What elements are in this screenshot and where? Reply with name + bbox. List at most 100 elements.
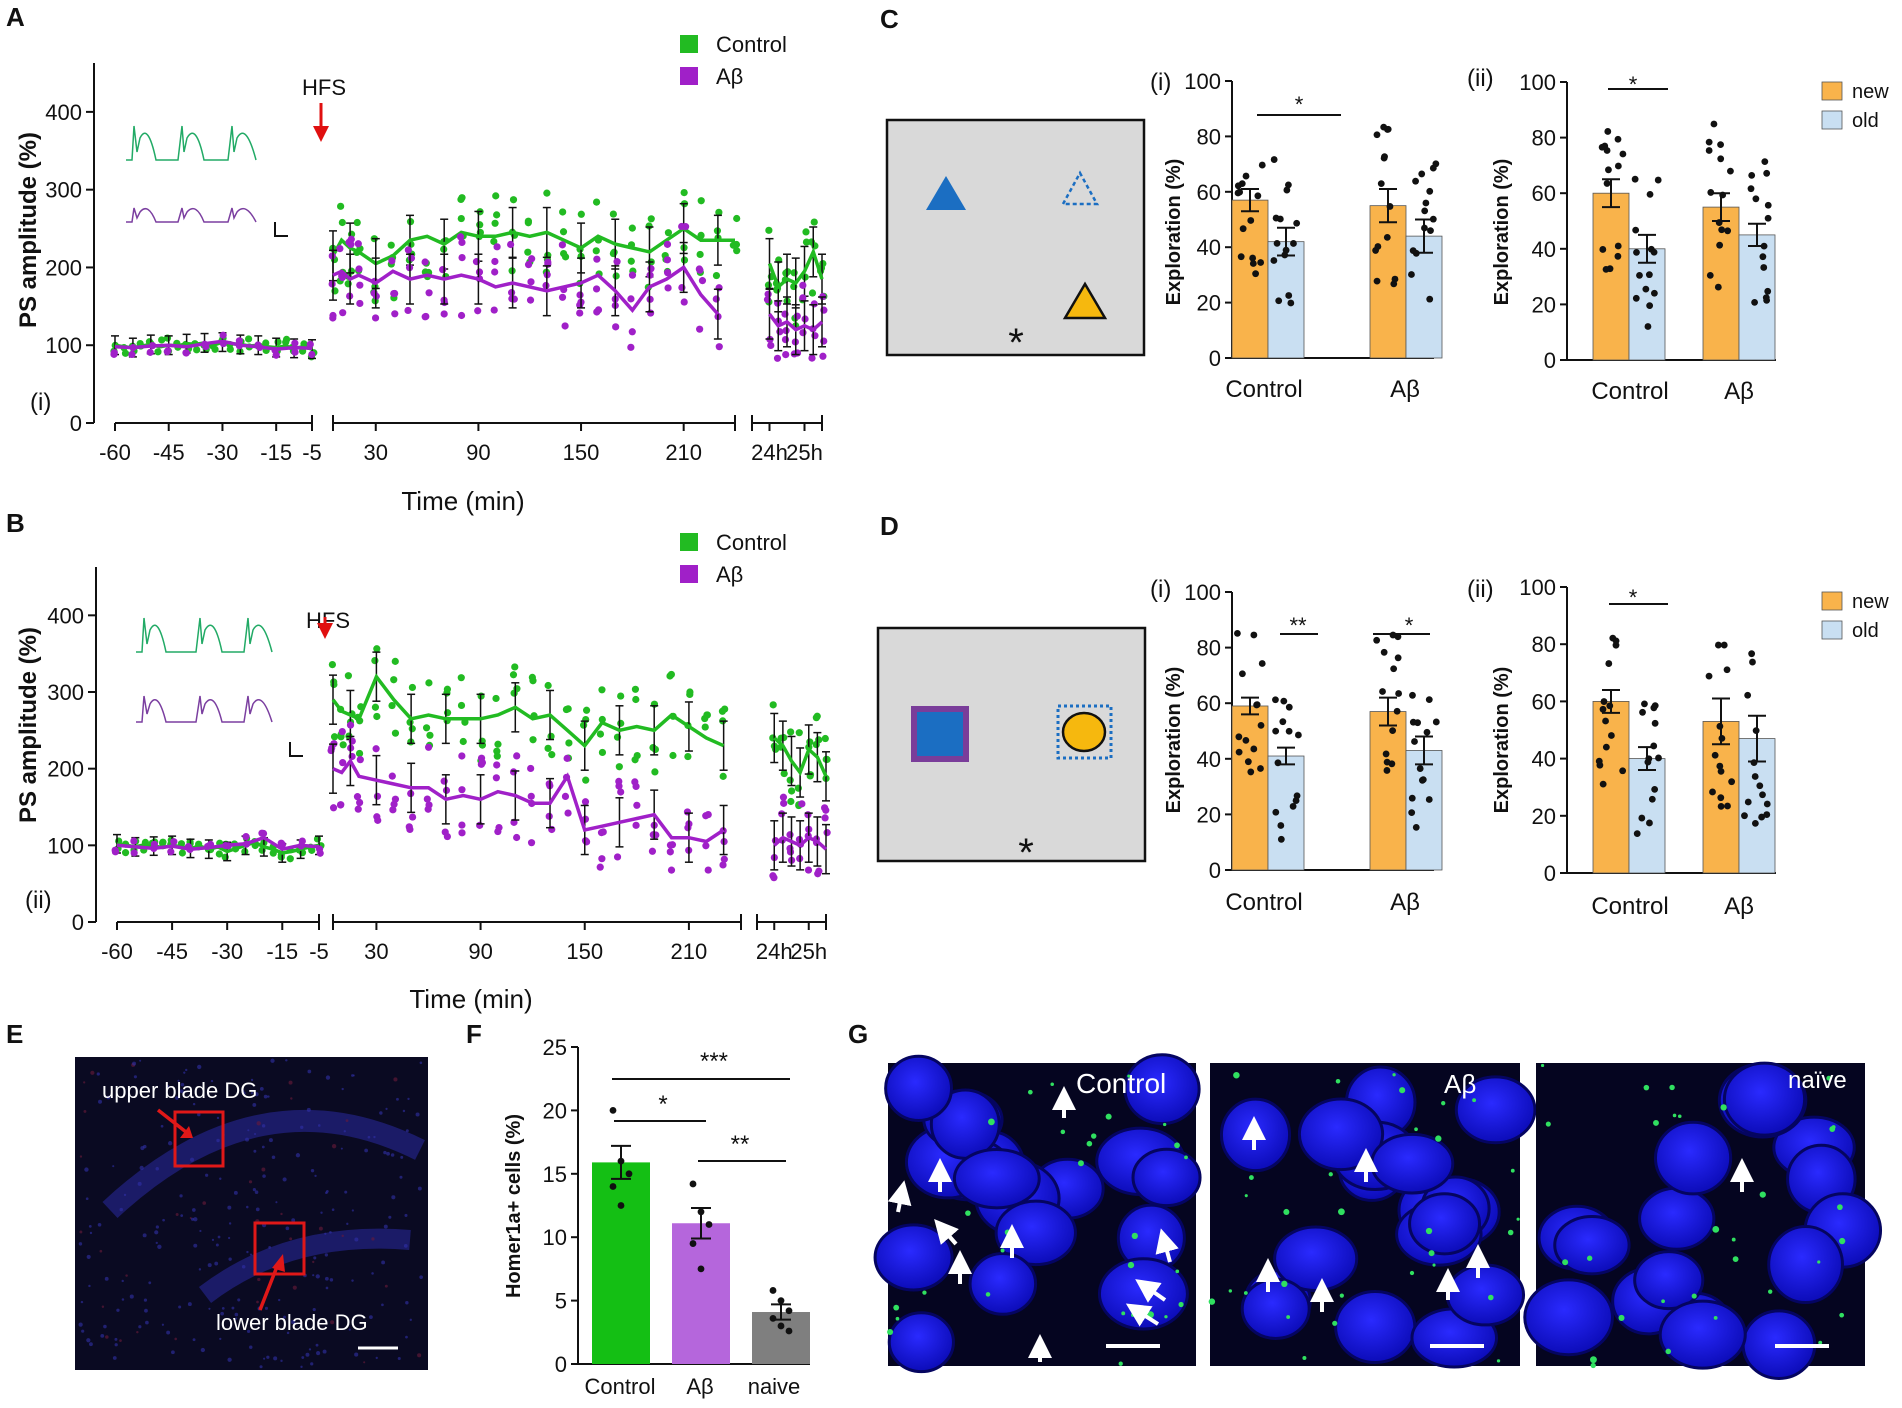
scatter-point bbox=[513, 752, 521, 760]
homer1a-puncta bbox=[1441, 1101, 1446, 1106]
data-point bbox=[1650, 742, 1658, 750]
scatter-point bbox=[373, 645, 381, 653]
data-point bbox=[1646, 190, 1654, 198]
scatter-point bbox=[562, 705, 571, 714]
e-tissue-speckle bbox=[133, 1075, 137, 1079]
scatter-point bbox=[811, 332, 819, 340]
e-tissue-speckle bbox=[322, 1349, 327, 1354]
scatter-point bbox=[353, 218, 361, 227]
data-point bbox=[1751, 298, 1758, 306]
e-tissue-speckle bbox=[180, 1214, 184, 1218]
e-tissue-speckle bbox=[256, 1300, 259, 1304]
scatter-point bbox=[543, 189, 551, 197]
data-point bbox=[1234, 182, 1242, 190]
e-upper-arrow bbox=[156, 1108, 188, 1134]
c-legend-old-swatch bbox=[1821, 110, 1843, 130]
scatter-point bbox=[613, 258, 621, 266]
e-tissue-speckle bbox=[307, 1069, 312, 1074]
d-start-position-star: * bbox=[1018, 831, 1034, 875]
homer1a-puncta bbox=[1248, 1175, 1254, 1180]
scatter-point bbox=[628, 271, 637, 279]
data-point bbox=[1408, 794, 1416, 802]
f-sig-abeta-naive: ** bbox=[731, 1131, 750, 1158]
scatter-point bbox=[561, 322, 569, 330]
b-y-axis-label: PS amplitude (%) bbox=[15, 627, 42, 823]
nucleus bbox=[1454, 1075, 1537, 1145]
scatter-point bbox=[475, 268, 484, 276]
y-tick-label: 80 bbox=[1532, 632, 1556, 657]
data-point bbox=[1389, 631, 1397, 639]
homer1a-puncta bbox=[1435, 1135, 1442, 1142]
data-point bbox=[1285, 703, 1293, 711]
scatter-point bbox=[720, 855, 728, 863]
data-point bbox=[689, 1180, 697, 1188]
series-line bbox=[332, 757, 725, 844]
e-tissue-speckle bbox=[369, 1315, 373, 1319]
scatter-point bbox=[576, 309, 584, 317]
scatter-point bbox=[560, 249, 568, 258]
data-point bbox=[1250, 745, 1258, 753]
g-control-micrograph bbox=[873, 1053, 1202, 1374]
scatter-point bbox=[492, 192, 500, 200]
e-tissue-speckle bbox=[280, 1359, 283, 1363]
e-tissue-speckle bbox=[145, 1320, 149, 1325]
data-point bbox=[1717, 155, 1725, 163]
e-tissue-speckle bbox=[88, 1284, 91, 1288]
scatter-point bbox=[491, 219, 499, 227]
panel-letter-e: E bbox=[6, 1019, 23, 1049]
scatter-point bbox=[408, 683, 417, 692]
homer1a-puncta bbox=[1286, 1315, 1291, 1319]
scatter-point bbox=[407, 254, 416, 262]
scatter-point bbox=[128, 350, 136, 359]
bar-old bbox=[1628, 758, 1666, 874]
homer1a-puncta bbox=[1768, 1289, 1773, 1294]
e-lower-blade-band bbox=[198, 1228, 411, 1303]
f-x-label-control: Control bbox=[585, 1374, 656, 1399]
e-tissue-speckle bbox=[399, 1175, 403, 1179]
scatter-point bbox=[507, 240, 515, 249]
y-tick-label: 80 bbox=[1197, 124, 1221, 149]
scatter-point bbox=[627, 295, 635, 303]
data-point bbox=[1257, 721, 1265, 729]
data-point bbox=[1614, 162, 1622, 170]
d-i-significance-abeta: * bbox=[1405, 613, 1414, 638]
e-tissue-speckle bbox=[207, 1263, 212, 1268]
scatter-point bbox=[802, 228, 810, 236]
homer1a-puncta bbox=[1127, 1261, 1135, 1269]
a-abeta-trace bbox=[126, 207, 257, 223]
nucleus bbox=[1445, 1263, 1526, 1327]
data-point bbox=[1380, 648, 1388, 656]
e-tissue-speckle bbox=[343, 1130, 346, 1133]
e-tissue-speckle bbox=[216, 1116, 220, 1120]
d-subpanel-ii: (ii) bbox=[1467, 576, 1494, 603]
data-point bbox=[1756, 782, 1764, 790]
scatter-point bbox=[509, 768, 518, 776]
scatter-point bbox=[733, 247, 741, 255]
e-tissue-speckle bbox=[306, 1107, 311, 1112]
data-point bbox=[1641, 700, 1648, 708]
e-upper-roi-box bbox=[173, 1110, 225, 1168]
homer1a-puncta bbox=[1409, 1270, 1415, 1276]
panel-e: E upper blade DG lower blade DG bbox=[6, 1019, 428, 1370]
data-point bbox=[1279, 718, 1287, 726]
homer1a-puncta bbox=[1732, 1256, 1739, 1263]
data-point bbox=[1600, 698, 1608, 705]
scatter-point bbox=[457, 674, 465, 682]
homer1a-puncta bbox=[1000, 1248, 1005, 1253]
x-tick-label: -45 bbox=[153, 440, 185, 465]
scatter-point bbox=[524, 261, 533, 269]
data-point bbox=[1389, 727, 1397, 735]
e-tissue-speckle bbox=[285, 1226, 290, 1231]
data-point bbox=[1758, 813, 1766, 821]
scatter-point bbox=[370, 289, 378, 297]
e-tissue-speckle bbox=[381, 1260, 386, 1265]
data-point bbox=[1655, 754, 1662, 762]
e-tissue-speckle bbox=[407, 1097, 410, 1101]
e-tissue-speckle bbox=[179, 1194, 183, 1198]
y-tick-label: 200 bbox=[45, 255, 82, 280]
e-tissue-speckle bbox=[171, 1350, 175, 1355]
scatter-point bbox=[146, 348, 154, 356]
e-tissue-speckle bbox=[90, 1070, 95, 1075]
scatter-point bbox=[245, 335, 253, 343]
homer1a-puncta bbox=[1496, 1359, 1501, 1363]
